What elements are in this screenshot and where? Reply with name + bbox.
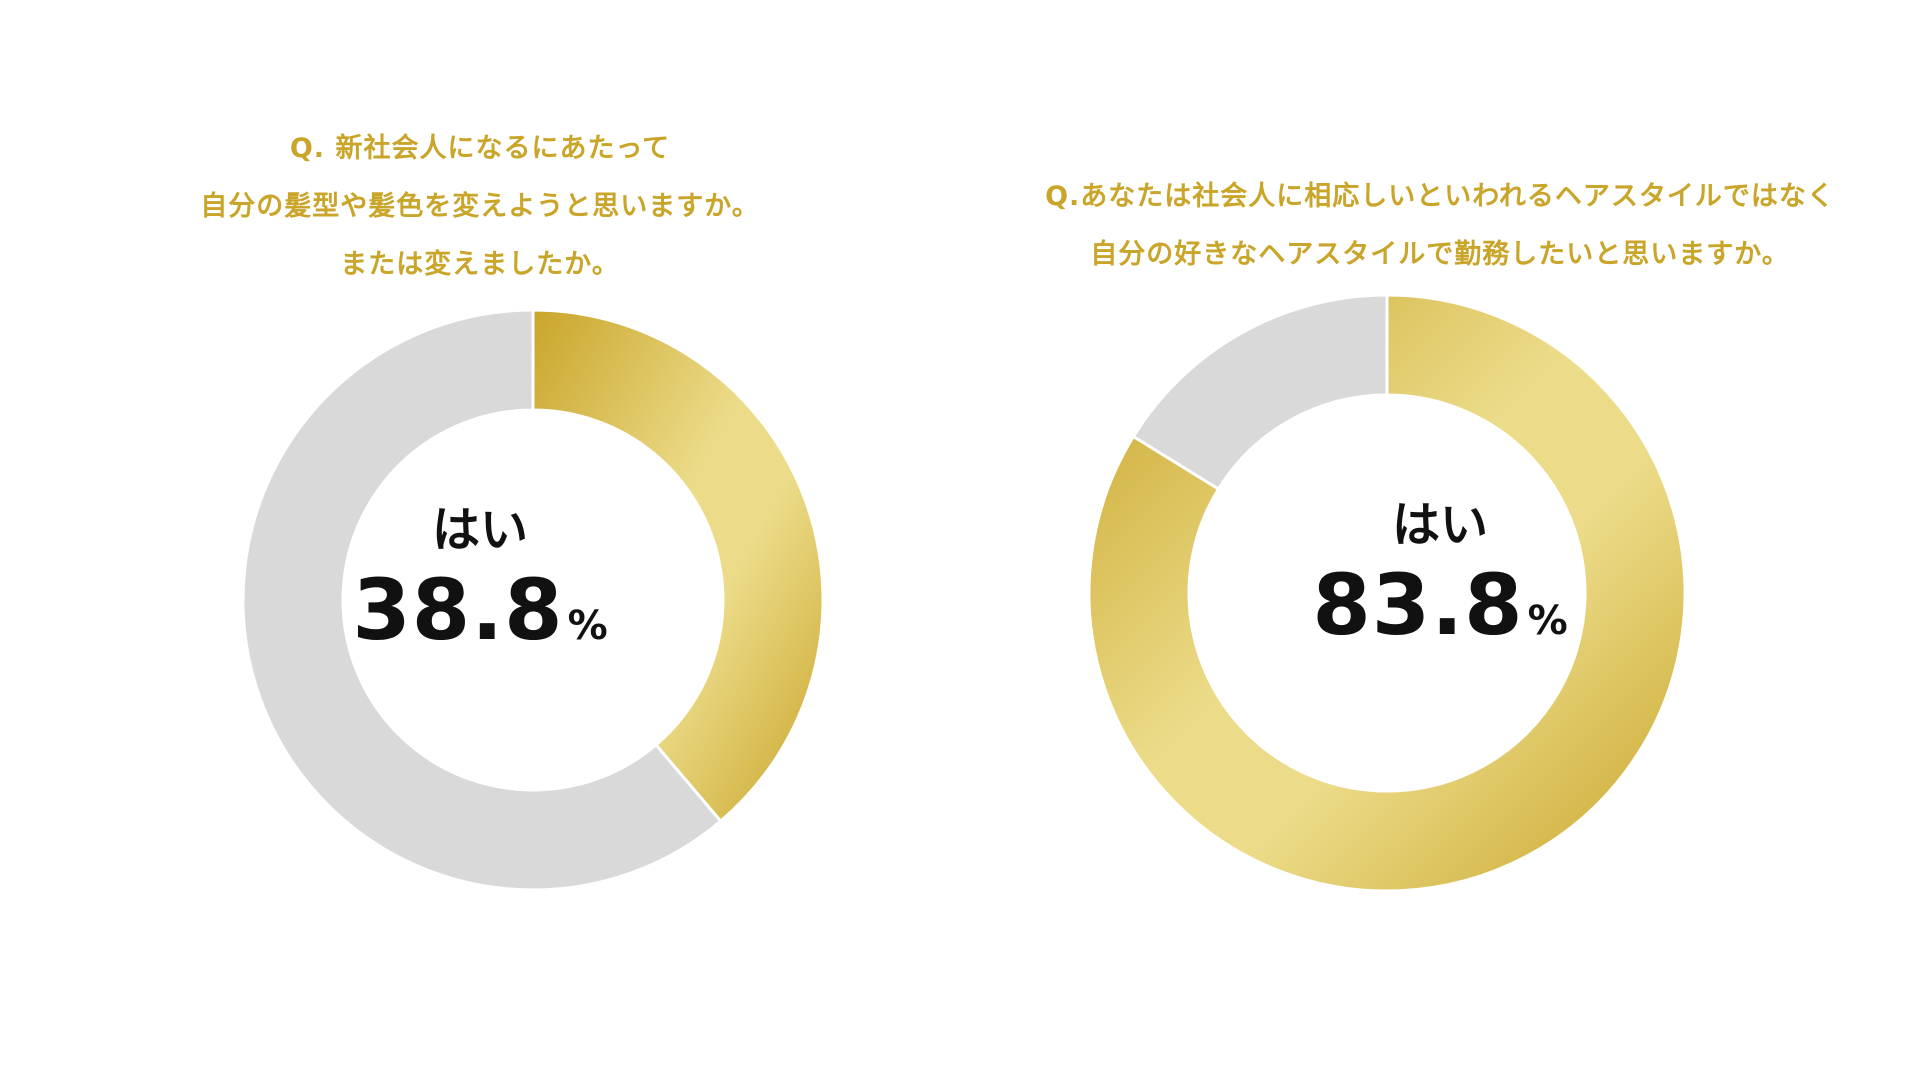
- question-line: Q. 新社会人になるにあたって: [289, 133, 671, 164]
- question-line: 自分の好きなヘアスタイルで勤務したいと思いますか。: [1090, 239, 1790, 270]
- center-value-unit: %: [567, 603, 608, 649]
- pie-slice-no: [1131, 293, 1389, 491]
- donut-chart: [1087, 293, 1687, 893]
- center-yes-label: はい: [431, 502, 528, 558]
- pie-slice-yes: [531, 308, 825, 823]
- donut-chart: [241, 308, 825, 892]
- question-line: 自分の髪型や髪色を変えようと思いますか。: [200, 191, 760, 222]
- center-value: 38.8%: [0, 560, 960, 684]
- chart-panel-right: Q.あなたは社会人に相応しいといわれるヘアスタイルではなく 自分の好きなヘアスタ…: [960, 0, 1920, 1080]
- center-label: はい 38.8%: [0, 500, 960, 684]
- center-value-unit: %: [1527, 598, 1568, 644]
- pie-slice-yes: [1087, 293, 1687, 893]
- center-yes-label: はい: [1391, 497, 1488, 553]
- question-text: Q. 新社会人になるにあたって 自分の髪型や髪色を変えようと思いますか。 または…: [0, 120, 960, 294]
- center-value-number: 83.8: [1312, 556, 1524, 654]
- center-label: はい 83.8%: [960, 495, 1920, 679]
- question-text: Q.あなたは社会人に相応しいといわれるヘアスタイルではなく 自分の好きなヘアスタ…: [960, 168, 1920, 284]
- center-value: 83.8%: [960, 555, 1920, 679]
- chart-panel-left: Q. 新社会人になるにあたって 自分の髪型や髪色を変えようと思いますか。 または…: [0, 120, 960, 892]
- center-value-number: 38.8: [352, 561, 564, 659]
- question-line: または変えましたか。: [340, 249, 620, 280]
- pie-slice-no: [241, 308, 723, 892]
- question-line: Q.あなたは社会人に相応しいといわれるヘアスタイルではなく: [1045, 181, 1835, 212]
